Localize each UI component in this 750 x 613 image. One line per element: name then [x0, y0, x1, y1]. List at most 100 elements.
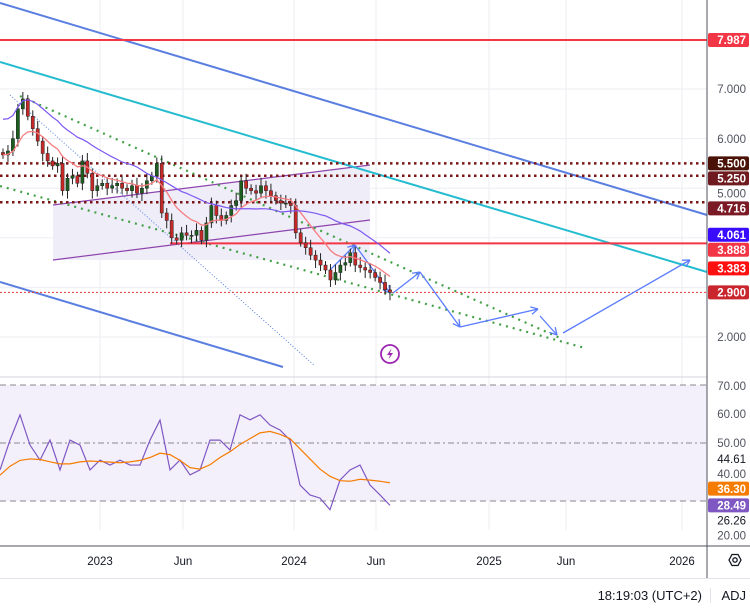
- candle-body: [289, 203, 292, 205]
- candle-body: [279, 201, 282, 203]
- projection-arrow: [393, 272, 420, 293]
- candle-body: [111, 186, 114, 188]
- candle-body: [31, 116, 34, 128]
- candle-body: [180, 233, 183, 240]
- candle-body: [240, 181, 243, 201]
- projection-arrow: [540, 316, 557, 335]
- price-label-text: 4.716: [717, 204, 746, 216]
- candle-body: [388, 290, 391, 292]
- candle-body: [294, 206, 297, 233]
- candle-body: [16, 109, 19, 139]
- candle-body: [230, 206, 233, 216]
- price-tick-label: 2.000: [717, 332, 746, 344]
- candle-body: [125, 188, 128, 190]
- candle-body: [76, 176, 79, 183]
- time-tick-label: 2024: [281, 556, 307, 568]
- time-tick-label: 2023: [87, 556, 113, 568]
- rsi-value-label: 28.49: [717, 501, 746, 513]
- candle-body: [319, 260, 322, 265]
- price-label-text: 5.500: [717, 159, 746, 171]
- candle-body: [364, 268, 367, 270]
- candle-body: [259, 186, 262, 193]
- price-tick-label: 7.000: [717, 84, 746, 96]
- candle-body: [374, 273, 377, 278]
- candle-body: [140, 188, 143, 193]
- candle-body: [170, 220, 173, 237]
- candle-body: [91, 173, 94, 190]
- lightning-icon[interactable]: [381, 345, 399, 363]
- candle-body: [344, 263, 347, 265]
- price-tick-label: 5.000: [717, 189, 746, 201]
- candle-body: [106, 183, 109, 188]
- candle-body: [200, 230, 203, 240]
- candle-body: [155, 163, 158, 175]
- trendline-lower-blue: [0, 282, 283, 367]
- price-label-text: 3.383: [717, 264, 746, 276]
- time-tick-label: 2026: [669, 556, 695, 568]
- candle-body: [378, 277, 381, 282]
- rsi-tick-label: 20.00: [717, 531, 746, 543]
- candle-body: [339, 265, 342, 272]
- time-tick-label: Jun: [174, 556, 193, 568]
- candle-body: [334, 273, 337, 280]
- candle-body: [190, 235, 193, 236]
- rsi-value-label: 44.61: [717, 454, 746, 466]
- candle-body: [264, 186, 267, 191]
- candle-body: [359, 265, 362, 267]
- chart-canvas[interactable]: 7.987 7.000 6.000 5.500 5.250 5.000 4.716 4.061…: [0, 0, 750, 578]
- price-tick-label: 6.000: [717, 134, 746, 146]
- candle-body: [135, 186, 138, 193]
- candle-body: [120, 183, 123, 188]
- projection-arrow: [563, 260, 690, 333]
- candle-body: [269, 191, 272, 196]
- candle-body: [254, 191, 257, 193]
- rsi-tick-label: 70.00: [717, 381, 746, 393]
- time-tick-label: Jun: [367, 556, 386, 568]
- candle-body: [383, 282, 386, 289]
- candle-body: [235, 201, 238, 206]
- clock[interactable]: 18:19:03 (UTC+2): [598, 588, 702, 603]
- candle-body: [215, 206, 218, 216]
- time-tick-label: Jun: [557, 556, 576, 568]
- candle-body: [41, 141, 44, 153]
- projection-arrow: [420, 272, 460, 327]
- candle-body: [329, 270, 332, 280]
- price-label-text: 5.250: [717, 174, 746, 186]
- candle-body: [36, 129, 39, 141]
- price-label-text: 4.061: [717, 230, 746, 242]
- candle-body: [314, 255, 317, 260]
- candle-body: [26, 99, 29, 116]
- price-label-text: 7.987: [717, 35, 746, 47]
- candle-body: [96, 186, 99, 191]
- rsi-value-label: 36.30: [717, 484, 746, 496]
- candle-body: [175, 238, 178, 240]
- price-label-text: 3.888: [717, 245, 746, 257]
- candle-body: [249, 188, 252, 190]
- candle-body: [61, 163, 64, 190]
- candle-body: [81, 161, 84, 183]
- candle-body: [185, 233, 188, 235]
- candle-body: [46, 153, 49, 160]
- candle-body: [309, 248, 312, 255]
- candle-body: [304, 243, 307, 248]
- adj-toggle[interactable]: ADJ: [710, 588, 746, 603]
- rsi-value-label: 26.26: [717, 516, 746, 528]
- candle-body: [116, 183, 119, 185]
- time-tick-label: 2025: [476, 556, 502, 568]
- candle-body: [165, 213, 168, 220]
- rsi-tick-label: 50.00: [717, 438, 746, 450]
- candle-body: [66, 178, 69, 190]
- price-label-text: 2.900: [717, 288, 746, 300]
- candle-body: [51, 161, 54, 166]
- rsi-tick-label: 60.00: [717, 409, 746, 421]
- candle-body: [210, 206, 213, 223]
- bottom-bar: 18:19:03 (UTC+2) ADJ: [0, 578, 750, 613]
- rsi-pane: [0, 377, 750, 510]
- candle-body: [369, 270, 372, 272]
- candle-body: [245, 181, 248, 188]
- candle-body: [324, 265, 327, 270]
- candle-body: [56, 163, 59, 165]
- candle-body: [299, 233, 302, 243]
- projection-arrowhead: [530, 307, 538, 309]
- candle-body: [349, 253, 352, 263]
